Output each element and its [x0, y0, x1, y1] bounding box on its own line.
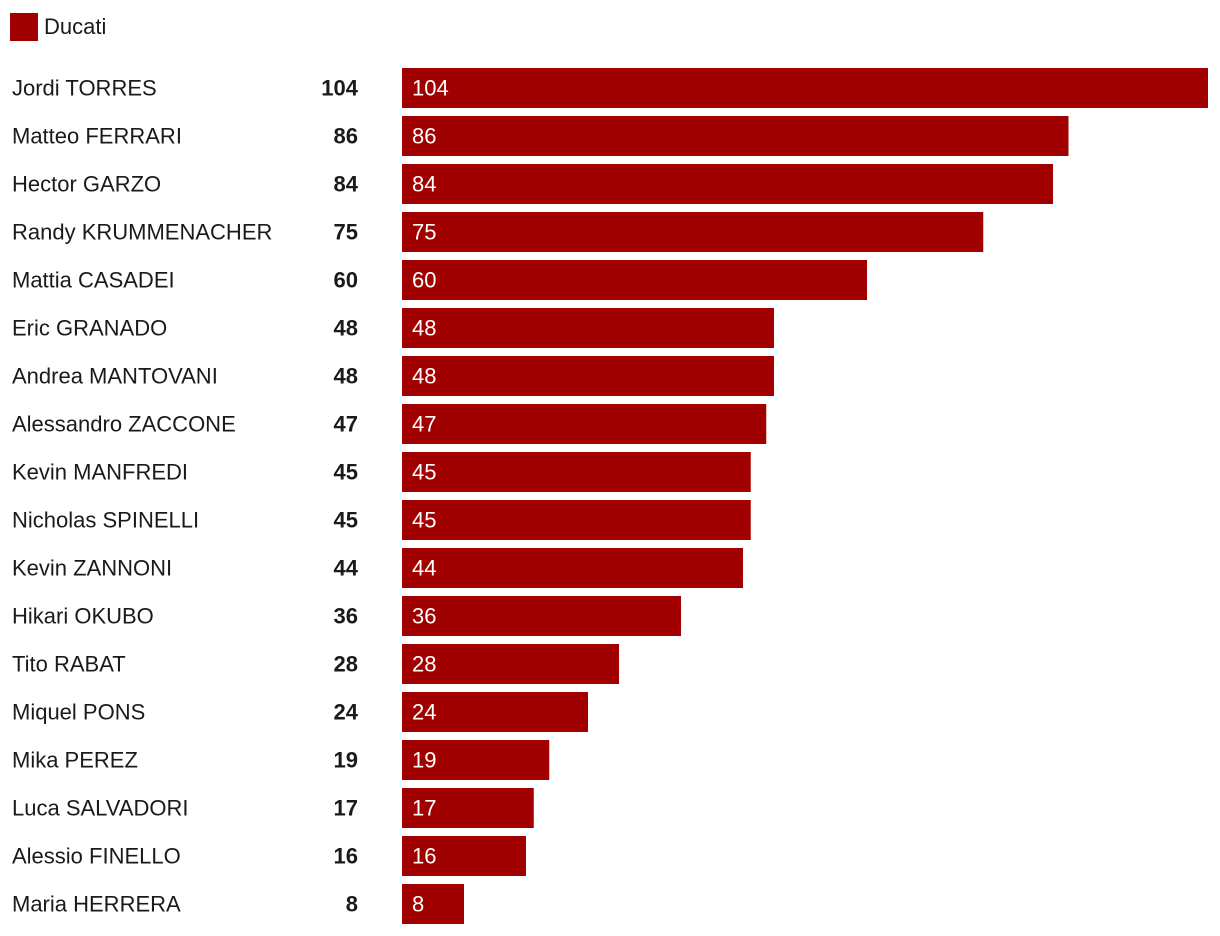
bar-ducati [402, 452, 751, 492]
row-name-label: Luca SALVADORI [12, 796, 188, 821]
row-total-label: 48 [334, 316, 358, 341]
bar-value-label: 48 [412, 316, 436, 341]
bar-value-label: 19 [412, 748, 436, 773]
bar-ducati [402, 836, 526, 876]
row-total-label: 45 [334, 508, 358, 533]
row-name-label: Maria HERRERA [12, 892, 181, 917]
bar-value-label: 24 [412, 700, 436, 725]
chart-legend: Ducati [10, 12, 106, 42]
bar-ducati [402, 308, 774, 348]
bar-ducati [402, 260, 867, 300]
bar-value-label: 17 [412, 796, 436, 821]
bar-value-label: 45 [412, 460, 436, 485]
row-total-label: 36 [334, 604, 358, 629]
bar-value-label: 48 [412, 364, 436, 389]
legend-label-ducati: Ducati [44, 14, 107, 39]
row-name-label: Mattia CASADEI [12, 268, 175, 293]
bar-ducati [402, 356, 774, 396]
row-name-label: Mika PEREZ [12, 748, 138, 773]
row-total-label: 19 [334, 748, 358, 773]
row-total-label: 44 [334, 556, 359, 581]
bar-ducati [402, 68, 1208, 108]
legend-swatch-ducati [10, 13, 38, 41]
row-name-label: Andrea MANTOVANI [12, 364, 218, 389]
row-total-label: 28 [334, 652, 358, 677]
row-total-label: 47 [334, 412, 358, 437]
bar-ducati [402, 884, 464, 924]
bar-ducati [402, 596, 681, 636]
row-name-label: Tito RABAT [12, 652, 126, 677]
bar-value-label: 45 [412, 508, 436, 533]
row-name-label: Jordi TORRES [12, 76, 157, 101]
bar-value-label: 44 [412, 556, 436, 581]
row-total-label: 86 [334, 124, 358, 149]
row-total-label: 60 [334, 268, 358, 293]
row-total-label: 16 [334, 844, 358, 869]
row-total-label: 17 [334, 796, 358, 821]
bar-value-label: 75 [412, 220, 436, 245]
bar-value-label: 36 [412, 604, 436, 629]
row-total-label: 104 [321, 76, 358, 101]
bar-value-label: 86 [412, 124, 436, 149]
row-name-label: Hikari OKUBO [12, 604, 154, 629]
bar-ducati [402, 500, 751, 540]
row-name-label: Alessio FINELLO [12, 844, 181, 869]
bar-value-label: 104 [412, 76, 449, 101]
bar-ducati [402, 548, 743, 588]
bar-ducati [402, 212, 984, 252]
bar-ducati [402, 644, 619, 684]
row-total-label: 84 [334, 172, 359, 197]
bar-ducati [402, 164, 1053, 204]
row-name-label: Eric GRANADO [12, 316, 167, 341]
row-name-label: Matteo FERRARI [12, 124, 182, 149]
bar-value-label: 8 [412, 892, 424, 917]
row-total-label: 48 [334, 364, 358, 389]
row-total-label: 45 [334, 460, 358, 485]
row-name-label: Hector GARZO [12, 172, 161, 197]
bar-ducati [402, 404, 767, 444]
row-name-label: Miquel PONS [12, 700, 145, 725]
bar-ducati [402, 116, 1069, 156]
row-name-label: Kevin MANFREDI [12, 460, 188, 485]
bar-value-label: 47 [412, 412, 436, 437]
row-total-label: 75 [334, 220, 358, 245]
bar-value-label: 28 [412, 652, 436, 677]
bar-value-label: 60 [412, 268, 436, 293]
row-name-label: Kevin ZANNONI [12, 556, 172, 581]
bar-ducati [402, 692, 588, 732]
row-total-label: 8 [346, 892, 358, 917]
row-total-label: 24 [334, 700, 359, 725]
bar-value-label: 84 [412, 172, 436, 197]
bar-ducati [402, 740, 550, 780]
bar-value-label: 16 [412, 844, 436, 869]
bar-ducati [402, 788, 534, 828]
row-name-label: Nicholas SPINELLI [12, 508, 199, 533]
row-name-label: Randy KRUMMENACHER [12, 220, 272, 245]
row-name-label: Alessandro ZACCONE [12, 412, 236, 437]
